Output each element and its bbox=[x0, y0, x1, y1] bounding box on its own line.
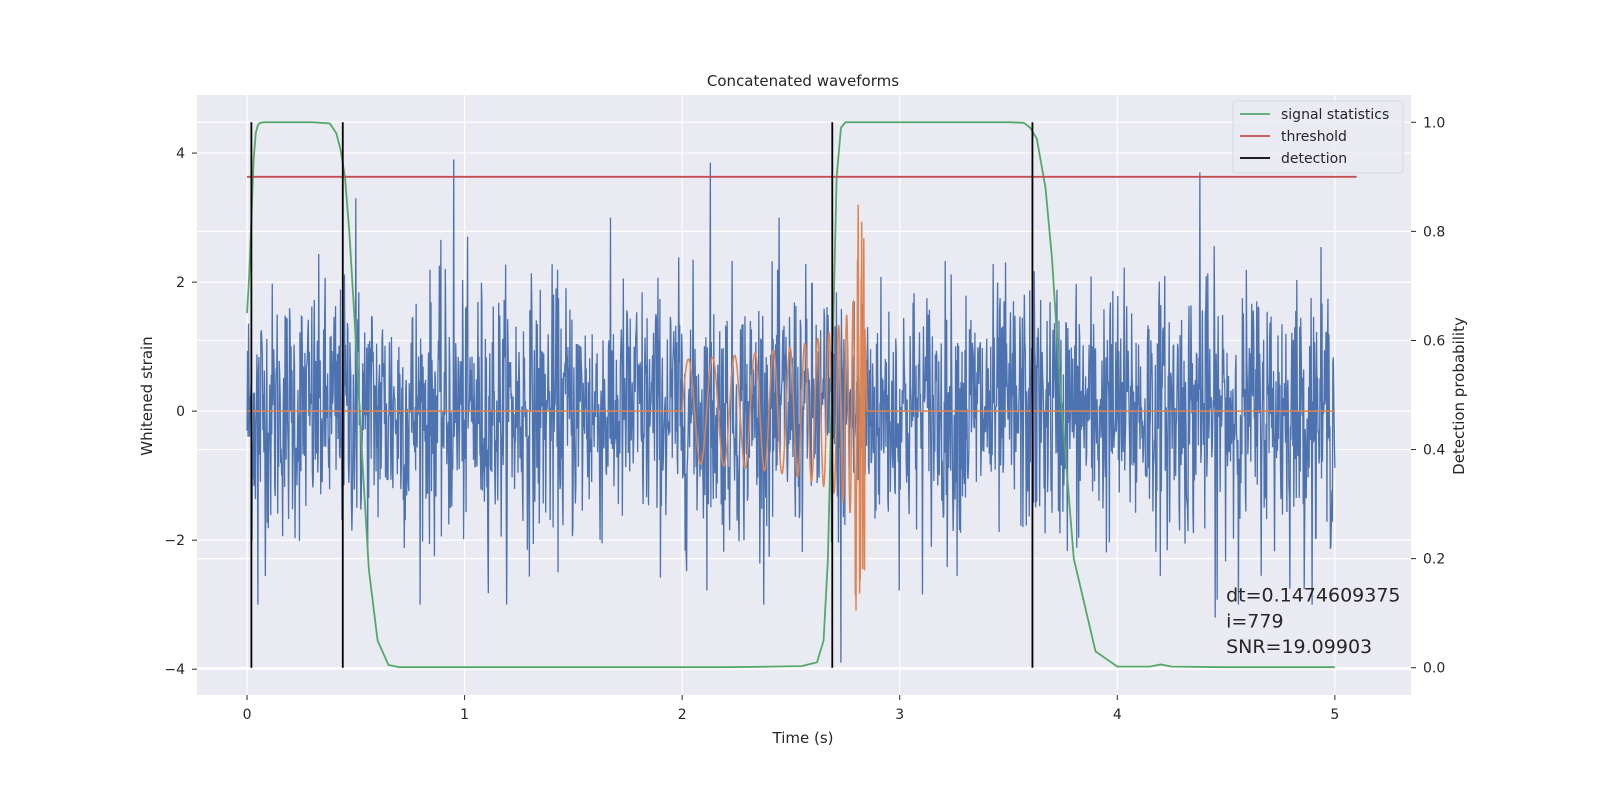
y-axis-ticks: −4 −2 0 2 4 bbox=[164, 146, 197, 678]
y2-tick-label: 0.2 bbox=[1423, 552, 1445, 568]
legend-box bbox=[1232, 100, 1404, 174]
y-tick-label: −4 bbox=[164, 662, 185, 678]
legend-label-detection: detection bbox=[1281, 151, 1347, 167]
y2-tick-label: 0.4 bbox=[1423, 443, 1445, 459]
x-tick-label: 4 bbox=[1113, 707, 1122, 723]
annotation-text: dt=0.1474609375 bbox=[1226, 584, 1400, 606]
x-tick-label: 2 bbox=[678, 707, 687, 723]
y2-tick-label: 1.0 bbox=[1423, 115, 1445, 131]
y-axis-title: Whitened strain bbox=[138, 336, 156, 455]
x-tick-label: 3 bbox=[895, 707, 904, 723]
legend-label-signal-statistics: signal statistics bbox=[1281, 107, 1389, 123]
chart-title: Concatenated waveforms bbox=[707, 72, 899, 90]
y-tick-label: −2 bbox=[164, 533, 185, 549]
x-axis-title: Time (s) bbox=[772, 729, 834, 747]
chirp-line bbox=[247, 204, 1335, 611]
x-tick-label: 5 bbox=[1330, 707, 1339, 723]
legend-label-threshold: threshold bbox=[1281, 129, 1347, 145]
noise-series bbox=[246, 159, 1336, 663]
y2-axis-ticks: 0.0 0.2 0.4 0.6 0.8 1.0 bbox=[1411, 115, 1445, 677]
legend: signal statistics threshold detection bbox=[1232, 100, 1404, 174]
y-tick-label: 4 bbox=[176, 146, 185, 162]
y2-axis-title: Detection probability bbox=[1450, 317, 1468, 475]
y2-tick-label: 0.6 bbox=[1423, 333, 1445, 349]
y2-tick-label: 0.0 bbox=[1423, 661, 1445, 677]
annotation-text: i=779 bbox=[1226, 610, 1283, 632]
annotation-text: SNR=19.09903 bbox=[1226, 636, 1372, 658]
signal-statistics-line bbox=[246, 121, 1335, 669]
chirp-series bbox=[247, 204, 1335, 611]
y-tick-label: 2 bbox=[176, 275, 185, 291]
series-layer bbox=[246, 121, 1357, 669]
x-tick-label: 0 bbox=[243, 707, 252, 723]
x-axis-ticks: 0 1 2 3 4 5 bbox=[243, 695, 1339, 723]
annotations: dt=0.1474609375 i=779 SNR=19.09903 bbox=[1226, 584, 1400, 658]
y2-tick-label: 0.8 bbox=[1423, 224, 1445, 240]
y-tick-label: 0 bbox=[176, 404, 185, 420]
noise-line bbox=[246, 159, 1336, 663]
x-tick-label: 1 bbox=[460, 707, 469, 723]
